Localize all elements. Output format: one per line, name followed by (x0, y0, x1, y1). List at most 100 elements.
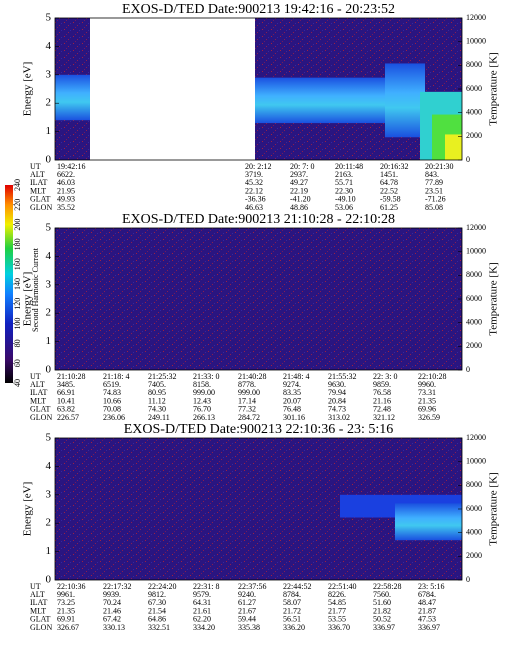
orbit-value: 321.12 (373, 413, 395, 422)
orbit-value: 8778. (238, 380, 256, 389)
colorbar-label: Second Harmonic Current (31, 247, 40, 332)
orbit-value: 64.31 (193, 598, 211, 607)
colorbar-tick-label: 160 (13, 258, 22, 270)
orbit-value: 53.06 (335, 203, 353, 212)
y2-axis-label: Temperature [K] (488, 52, 500, 125)
y2-tick-label: 4000 (466, 317, 482, 326)
y-tick-label: 5 (46, 222, 52, 234)
y-tick-label: 0 (46, 574, 52, 586)
orbit-value: 9274. (283, 380, 301, 389)
orbit-value: 79.94 (328, 388, 346, 397)
orbit-label: GLAT (30, 195, 51, 204)
orbit-value: 336.97 (373, 623, 395, 632)
orbit-value: 21:40:28 (238, 372, 266, 381)
orbit-label: GLAT (30, 615, 51, 624)
orbit-value: 50.52 (373, 615, 391, 624)
orbit-value: 266.13 (193, 413, 215, 422)
orbit-value: 6622. (57, 170, 75, 179)
orbit-label: UT (30, 162, 41, 171)
colorbar (5, 185, 13, 383)
orbit-label: ALT (30, 380, 45, 389)
orbit-value: 45.32 (245, 178, 263, 187)
orbit-value: 46.63 (245, 203, 263, 212)
y-axis-label: Energy [eV] (22, 482, 34, 536)
orbit-value: 85.08 (425, 203, 443, 212)
orbit-value: 10.41 (57, 396, 75, 405)
orbit-value: 843. (425, 170, 439, 179)
y-tick-label: 1 (46, 545, 52, 557)
orbit-value: 21:48: 4 (283, 372, 309, 381)
orbit-value: 3719. (245, 170, 263, 179)
colorbar-tick-label: 200 (13, 219, 22, 231)
orbit-value: 21.77 (328, 606, 346, 615)
orbit-value: -49.10 (335, 195, 356, 204)
y2-tick-label: 8000 (466, 60, 482, 69)
orbit-value: 69.96 (418, 405, 436, 414)
orbit-value: 326.59 (418, 413, 440, 422)
orbit-value: 7560. (373, 590, 391, 599)
orbit-value: 20:16:32 (380, 162, 408, 171)
colorbar-tick-label: 120 (13, 298, 22, 310)
orbit-value: 59.44 (238, 615, 256, 624)
y-axis-label: Energy [eV] (22, 272, 34, 326)
orbit-value: 20: 2:12 (245, 162, 271, 171)
orbit-value: 19:42:16 (57, 162, 85, 171)
y2-axis-label: Temperature [K] (488, 472, 500, 545)
y-tick-label: 2 (46, 307, 52, 319)
orbit-value: 21.61 (193, 606, 211, 615)
orbit-value: 9859. (373, 380, 391, 389)
orbit-value: 21:18: 4 (103, 372, 129, 381)
orbit-value: 9939. (103, 590, 121, 599)
orbit-value: 22: 3: 0 (373, 372, 397, 381)
y-tick-label: 0 (46, 154, 52, 166)
spectrogram (55, 228, 462, 370)
orbit-value: 8226. (328, 590, 346, 599)
orbit-value: 330.13 (103, 623, 125, 632)
orbit-value: 23: 5:16 (418, 582, 444, 591)
orbit-value: 66.91 (57, 388, 75, 397)
orbit-value: 326.67 (57, 623, 79, 632)
orbit-value: 49.93 (57, 195, 75, 204)
y2-tick-label: 2000 (466, 131, 482, 140)
y-tick-label: 5 (46, 432, 52, 444)
orbit-value: 6519. (103, 380, 121, 389)
y2-tick-label: 6000 (466, 84, 482, 93)
colorbar-tick-label: 40 (13, 379, 22, 387)
orbit-value: 21.46 (103, 606, 121, 615)
y-tick-label: 2 (46, 97, 52, 109)
orbit-value: 22:31: 8 (193, 582, 219, 591)
orbit-label: MLT (30, 606, 46, 615)
orbit-value: 64.78 (380, 178, 398, 187)
y-tick-label: 1 (46, 125, 52, 137)
orbit-value: 35.52 (57, 203, 75, 212)
orbit-value: 63.82 (57, 405, 75, 414)
orbit-label: ALT (30, 170, 45, 179)
y-tick-label: 5 (46, 12, 52, 24)
orbit-value: 301.16 (283, 413, 305, 422)
orbit-value: 22.30 (335, 186, 353, 195)
y2-tick-label: 12000 (466, 433, 486, 442)
orbit-value: 9960. (418, 380, 436, 389)
orbit-value: 22:37:56 (238, 582, 266, 591)
orbit-value: 67.30 (148, 598, 166, 607)
orbit-value: 73.25 (57, 598, 75, 607)
orbit-value: 21:55:32 (328, 372, 356, 381)
y2-axis-label: Temperature [K] (488, 262, 500, 335)
colorbar-tick-label: 100 (13, 318, 22, 330)
y2-tick-label: 8000 (466, 270, 482, 279)
y-tick-label: 4 (46, 460, 52, 472)
ion-band (55, 74, 90, 121)
orbit-value: 20: 7: 0 (290, 162, 314, 171)
orbit-value: 77.89 (425, 178, 443, 187)
colorbar-tick-label: 180 (13, 238, 22, 250)
orbit-value: 61.27 (238, 598, 256, 607)
orbit-value: 9630. (328, 380, 346, 389)
orbit-value: -41.20 (290, 195, 311, 204)
orbit-value: 76.48 (283, 405, 301, 414)
y2-tick-label: 0 (466, 575, 470, 584)
orbit-value: 23.51 (425, 186, 443, 195)
y2-tick-label: 10000 (466, 36, 486, 45)
y-tick-label: 1 (46, 335, 52, 347)
y-tick-label: 3 (46, 68, 52, 80)
